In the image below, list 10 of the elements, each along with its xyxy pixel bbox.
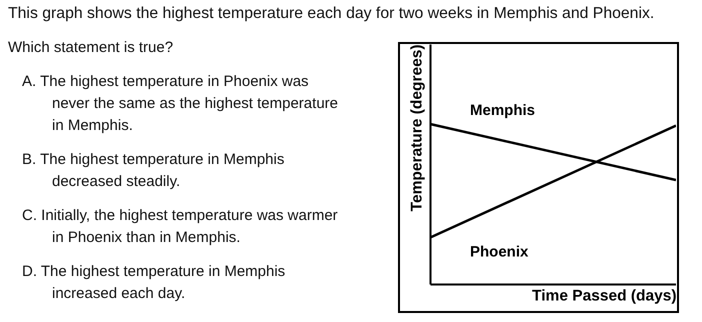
chart-title: This graph shows the highest temperature each day for two weeks in Memphis and Phoenix. <box>8 5 654 23</box>
x-axis-title: Time Passed (days) <box>532 288 676 304</box>
y-axis-title: Temperature (degrees) <box>408 44 426 212</box>
annotation: A. The highest temperature in Phoenix was never the same as the highest temperature in Memphis. <box>21 72 339 136</box>
series-label: Phoenix <box>470 244 529 261</box>
text: Which statement is true? <box>8 38 174 58</box>
annotation: C. Initially, the highest temperature was warmer in Phoenix than in Memphis. <box>21 206 339 248</box>
text: B. The highest temperature in Memphis decreased steadily. <box>21 150 286 192</box>
text: D. The highest temperature in Memphis increased each day. <box>21 262 286 304</box>
series-label: Memphis <box>470 102 536 119</box>
